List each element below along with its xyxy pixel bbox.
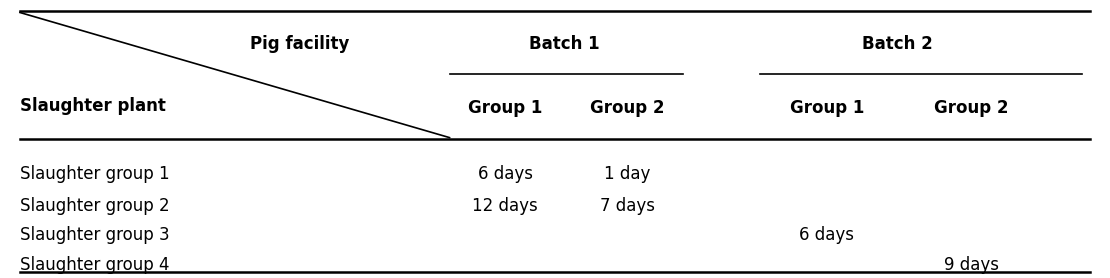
- Text: Slaughter group 2: Slaughter group 2: [20, 197, 170, 215]
- Text: 12 days: 12 days: [472, 197, 538, 215]
- Text: Group 2: Group 2: [589, 100, 665, 117]
- Text: Group 2: Group 2: [934, 100, 1009, 117]
- Text: Batch 1: Batch 1: [528, 36, 599, 53]
- Text: Group 1: Group 1: [467, 100, 543, 117]
- Text: Slaughter plant: Slaughter plant: [20, 97, 165, 115]
- Text: Slaughter group 1: Slaughter group 1: [20, 165, 170, 183]
- Text: 6 days: 6 days: [477, 165, 533, 183]
- Text: 1 day: 1 day: [604, 165, 650, 183]
- Text: 6 days: 6 days: [799, 226, 855, 244]
- Text: Batch 2: Batch 2: [861, 36, 932, 53]
- Text: Slaughter group 3: Slaughter group 3: [20, 226, 170, 244]
- Text: 7 days: 7 days: [599, 197, 655, 215]
- Text: Pig facility: Pig facility: [250, 36, 350, 53]
- Text: 9 days: 9 days: [944, 257, 999, 274]
- Text: Slaughter group 4: Slaughter group 4: [20, 257, 170, 274]
- Text: Group 1: Group 1: [789, 100, 865, 117]
